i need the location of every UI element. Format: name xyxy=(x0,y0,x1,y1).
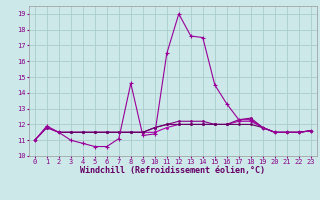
X-axis label: Windchill (Refroidissement éolien,°C): Windchill (Refroidissement éolien,°C) xyxy=(80,166,265,175)
